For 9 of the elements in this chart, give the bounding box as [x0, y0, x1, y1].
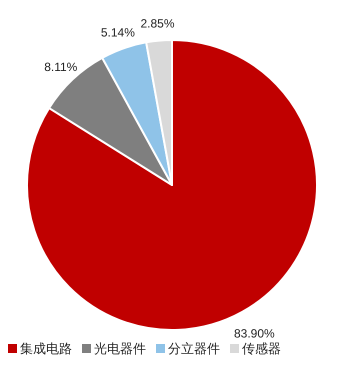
legend-label: 光电器件 [94, 341, 146, 356]
legend-label: 传感器 [242, 341, 281, 356]
data-label: 5.14% [100, 25, 136, 40]
data-label: 2.85% [140, 16, 175, 31]
legend-label: 集成电路 [20, 341, 72, 356]
pie-slice [26, 39, 318, 331]
legend-label: 分立器件 [168, 341, 220, 356]
data-label: 8.11% [44, 60, 78, 74]
data-label: 83.90% [234, 326, 276, 341]
